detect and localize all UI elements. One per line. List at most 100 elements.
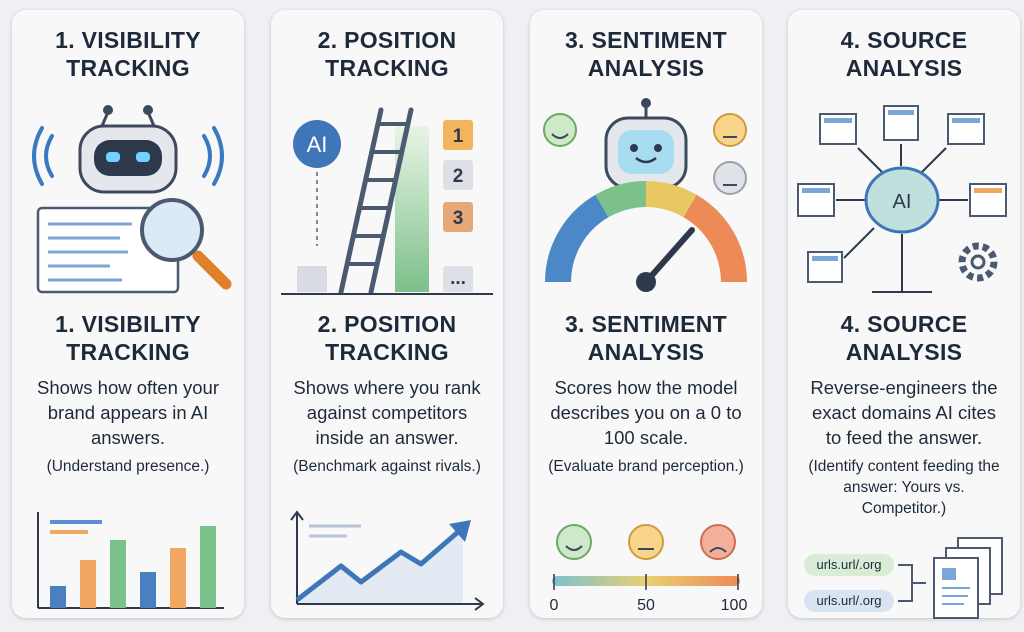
scale-label: 0 [550,597,559,614]
illustration: AI 1 2 3 ... [281,107,493,295]
illustration [290,510,485,611]
icon-rect [443,120,473,150]
icon-rect [50,586,66,608]
illustration: AI [797,105,1007,293]
icon-rect [974,188,1002,193]
illustration [543,98,747,292]
icon-line [192,250,232,290]
icon-rect [170,548,186,608]
icon-rect [106,152,120,162]
icon-rect [136,152,150,162]
icon-rect [297,266,327,292]
icon-path [290,510,304,521]
icon-path [449,520,471,542]
icon-circle [654,144,662,152]
card-description: Scores how the model describes you on a … [550,377,742,448]
card-heading: 2. POSITION TRACKING [317,27,457,81]
card-heading: 3. SENTIMENT ANALYSIS [564,27,728,81]
card-title: 3. SENTIMENT ANALYSIS [564,311,728,365]
badge-text: AI [893,191,912,213]
icon-circle [630,144,638,152]
card-title: 4. SOURCE ANALYSIS [840,311,968,365]
card-description: Shows how often your brand appears in AI… [36,377,220,448]
icon-circle [713,113,747,147]
icon-circle [636,272,656,292]
icon-path [474,597,485,611]
icon-rect [812,256,838,261]
card: 3. SENTIMENT ANALYSIS 3. SENTIMENT ANALY… [530,10,762,618]
icon-line [368,107,414,295]
icon-circle [641,98,651,108]
illustration [32,105,232,294]
icon-path [545,194,609,283]
card-note: (Evaluate brand perception.) [548,458,744,475]
scale-label: 50 [637,597,655,614]
card: 2. POSITION TRACKING AI 1 2 3 ... 2. POS… [271,10,503,618]
icon-circle [543,113,577,147]
icon-path [44,134,54,178]
icon-path [709,547,727,553]
icon-path [898,564,926,602]
icon-polyline [295,524,467,602]
icon-path [32,126,44,186]
icon-path [565,545,583,551]
card: 4. SOURCE ANALYSIS AI 4. SOURCE ANALYSIS… [788,10,1020,619]
card-note: (Understand presence.) [46,458,210,475]
icon-rect [942,568,956,580]
icon-circle [628,524,664,560]
icon-line [643,227,695,285]
url-pill: urls.url/.org [816,557,881,572]
card-note: (Benchmark against rivals.) [293,458,481,475]
rank-label: 2 [453,166,464,187]
icon-rect [804,554,894,576]
icon-path [297,528,463,604]
icon-circle [970,254,986,270]
icon-circle [556,524,592,560]
illustration: urls.url/.org urls.url/.org [804,537,1003,619]
icon-line [338,107,384,295]
card-title: 2. POSITION TRACKING [317,311,457,365]
card: 1. VISIBILITY TRACKING 1. VISIBILITY TRA… [12,10,244,618]
card-description: Shows where you rank against competitors… [293,377,481,448]
card-heading: 1. VISIBILITY TRACKING [55,27,201,81]
icon-rect [802,188,830,193]
icon-circle [140,198,204,262]
icon-line [857,147,883,173]
icon-ellipse [864,166,940,234]
url-pill: urls.url/.org [816,593,881,608]
icon-circle [293,120,341,168]
illustration: 0 50 100 [550,524,748,614]
icon-rect [804,590,894,612]
icon-rect [110,540,126,608]
icon-rect [888,110,914,115]
icon-line [843,227,875,259]
icon-circle [713,161,747,195]
icon-circle [700,524,736,560]
icon-path [595,181,647,218]
icon-path [635,156,657,164]
icon-path [683,194,747,283]
icon-path [212,126,224,186]
icon-rect [952,118,980,123]
badge-text: AI [307,132,328,157]
rank-label: 1 [453,126,464,147]
icon-rect [200,526,216,608]
icon-path [202,134,212,178]
icon-path [645,181,697,218]
card-heading: 4. SOURCE ANALYSIS [840,27,968,81]
card-note: (Identify content feeding the answer: Yo… [808,458,1000,517]
icon-circle [103,105,113,115]
scale-label: 100 [721,597,748,614]
icon-rect [443,160,473,190]
icon-rect [824,118,852,123]
icon-rect [140,572,156,608]
rank-label: 3 [453,208,464,229]
icon-rect [618,130,674,174]
card-description: Reverse-engineers the exact domains AI c… [810,377,998,448]
icon-line [921,147,947,173]
icon-circle [143,105,153,115]
rank-label: ... [450,268,466,289]
icon-path [551,133,569,139]
icon-circle [958,242,998,282]
